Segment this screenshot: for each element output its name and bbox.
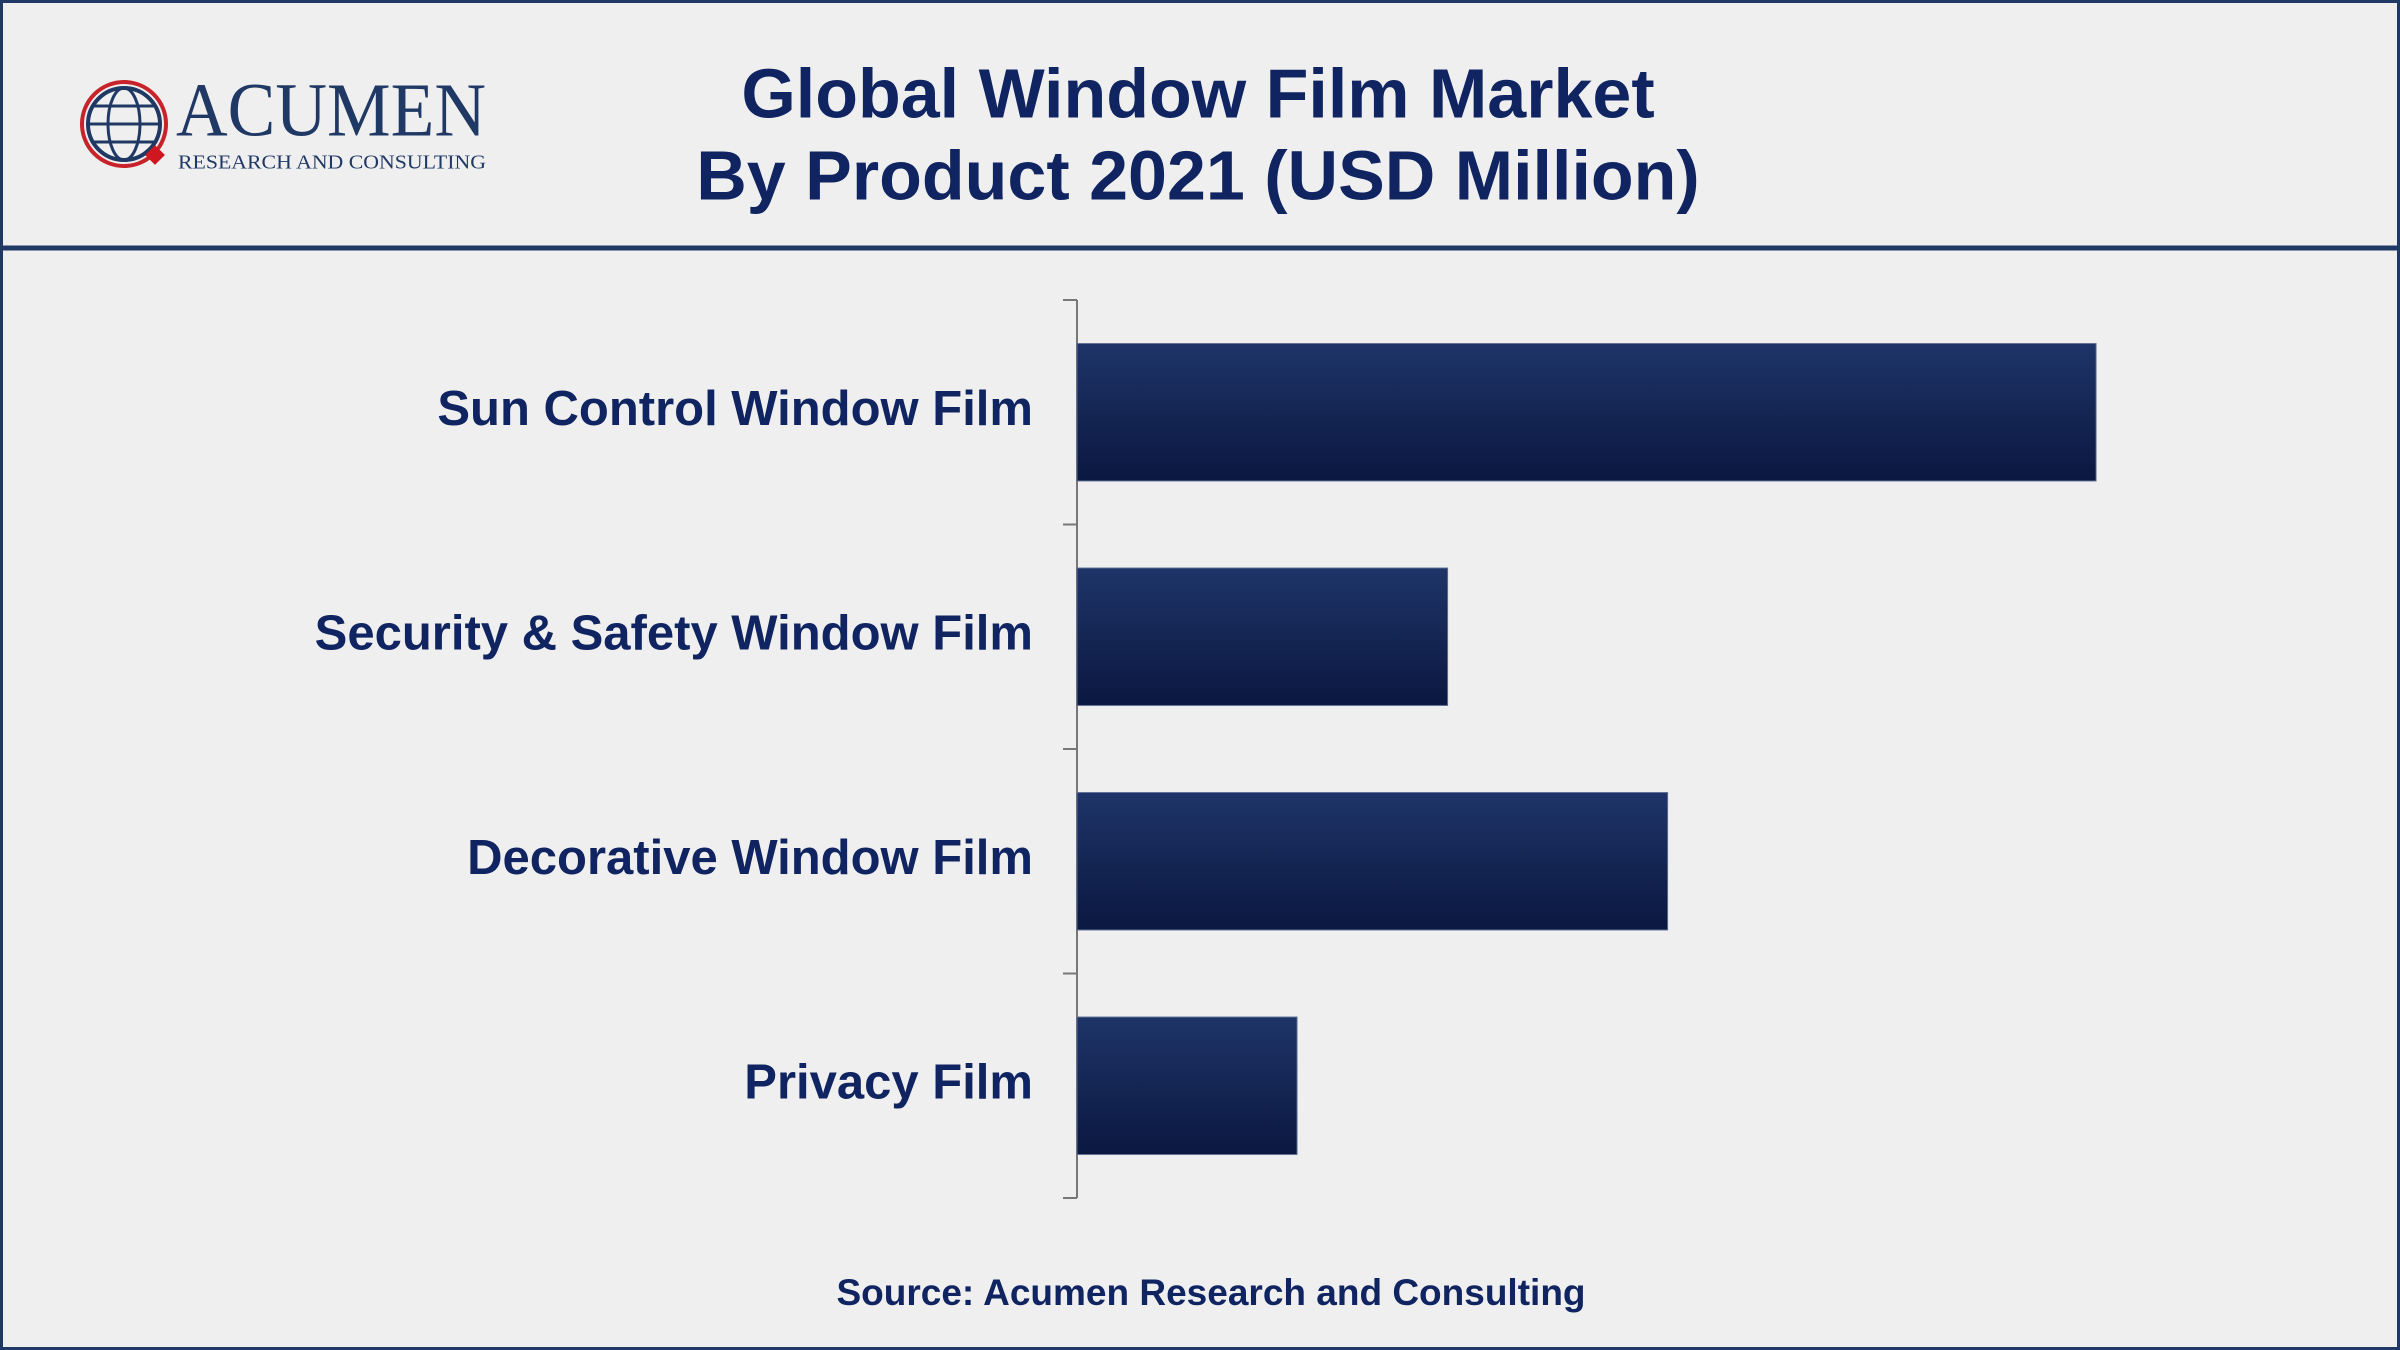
logo-diamond (145, 145, 165, 165)
chart-title: By Product 2021 (USD Million) (696, 136, 1699, 214)
logo: ACUMEN RESEARCH AND CONSULTING (80, 68, 486, 174)
chart-title: Global Window Film Market (741, 54, 1654, 132)
y-tick-label: Security & Safety Window Film (315, 607, 1033, 661)
bar (1076, 567, 1449, 706)
logo-tagline: RESEARCH AND CONSULTING (178, 152, 486, 174)
logo-ring (80, 80, 168, 168)
source-note: Source: Acumen Research and Consulting (836, 1272, 1585, 1313)
y-tick-label: Privacy Film (744, 1056, 1033, 1110)
y-tick-label: Decorative Window Film (467, 831, 1033, 885)
bar (1076, 343, 2097, 482)
bar (1076, 792, 1669, 931)
bar (1076, 1016, 1298, 1155)
logo-name: ACUMEN (176, 68, 486, 152)
y-tick-label: Sun Control Window Film (437, 382, 1033, 436)
